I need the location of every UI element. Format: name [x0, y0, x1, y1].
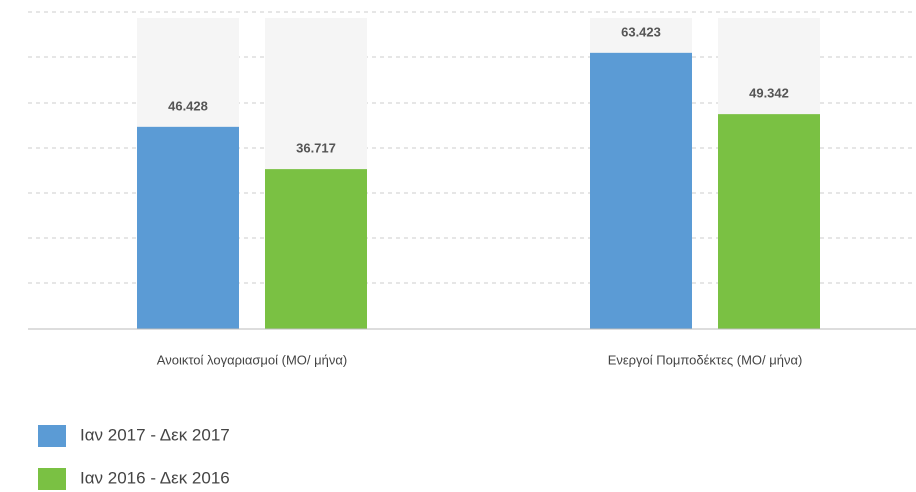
- legend-label: Ιαν 2016 - Δεκ 2016: [80, 468, 230, 487]
- legend-label: Ιαν 2017 - Δεκ 2017: [80, 425, 230, 444]
- bar: [137, 126, 239, 329]
- x-tick-label: Ανοικτοί λογαριασμοί (ΜΟ/ μήνα): [157, 352, 347, 367]
- bar: [718, 114, 820, 329]
- x-tick-label: Ενεργοί Πομποδέκτες (ΜΟ/ μήνα): [608, 352, 803, 367]
- legend-swatch: [38, 425, 66, 447]
- value-label: 63.423: [621, 24, 661, 39]
- legend-swatch: [38, 468, 66, 490]
- value-label: 36.717: [296, 141, 336, 156]
- bar: [265, 169, 367, 329]
- value-label: 49.342: [749, 86, 789, 101]
- value-label: 46.428: [168, 98, 208, 113]
- bar: [590, 52, 692, 329]
